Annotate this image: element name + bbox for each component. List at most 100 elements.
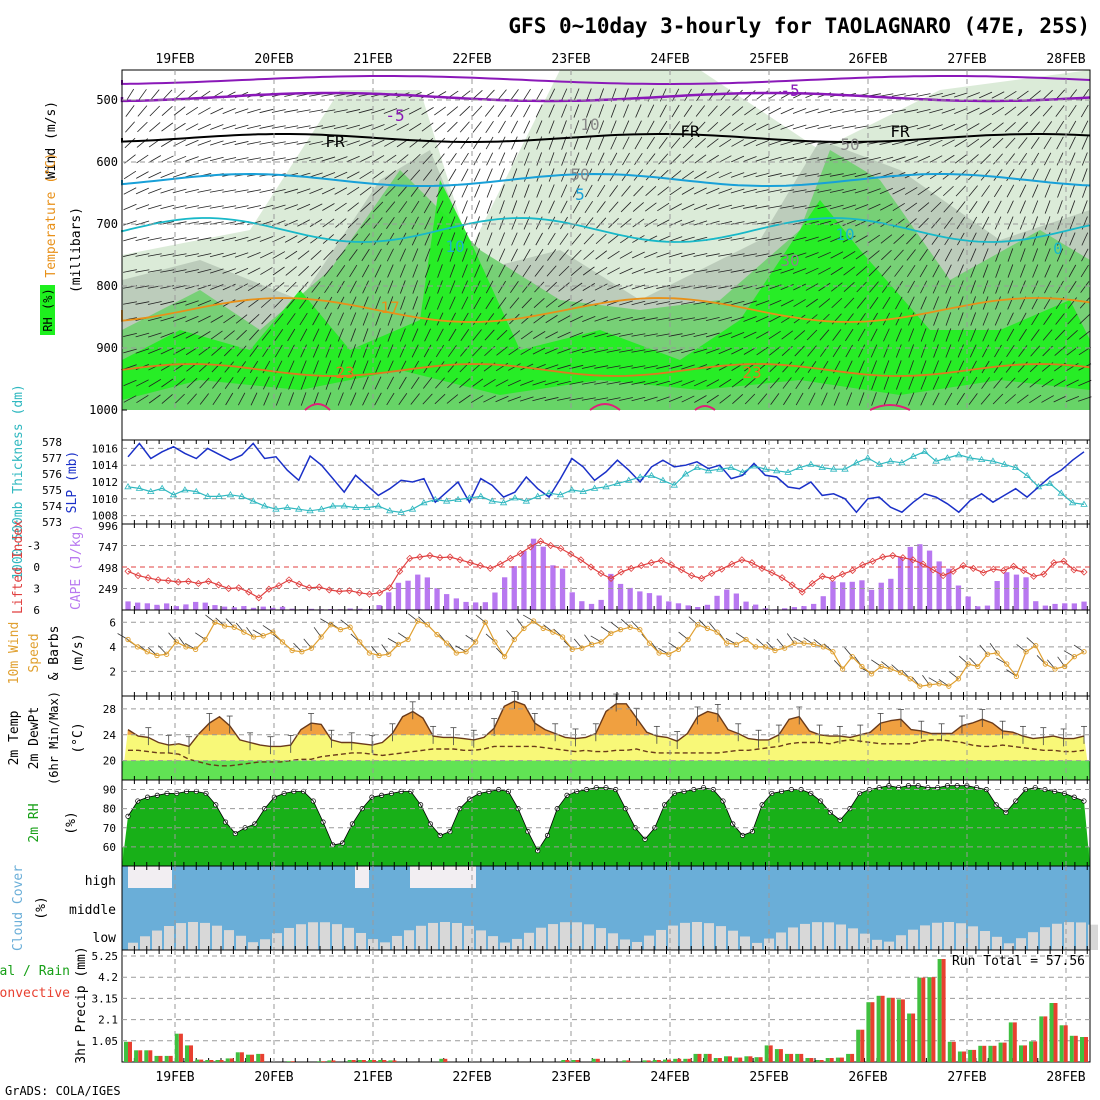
wind-barb <box>386 232 395 246</box>
wind-barb <box>818 282 831 292</box>
wind-barb <box>259 141 274 145</box>
precip-bar-convective <box>189 1045 193 1062</box>
wind-barb <box>123 203 137 211</box>
wind-barb <box>273 282 285 292</box>
wind-barb <box>730 221 745 225</box>
wind-barb <box>321 109 336 113</box>
wind-barb <box>931 217 941 229</box>
wind-barb <box>844 297 855 309</box>
wind-barb <box>681 348 695 354</box>
wind-barb <box>904 156 918 162</box>
wind-barb <box>447 377 458 389</box>
date-label: 20FEB <box>254 52 293 67</box>
wind-barb <box>608 217 619 229</box>
wind-barb <box>173 106 186 116</box>
wind-barb <box>187 393 197 405</box>
wind-barb <box>780 156 795 162</box>
wind-barb <box>608 201 619 213</box>
wind-barb <box>185 237 199 241</box>
precip-bar <box>368 1060 373 1062</box>
li-marker <box>879 553 887 561</box>
wind-barb <box>412 248 419 262</box>
wind-barb <box>510 248 518 262</box>
li-marker <box>174 578 182 586</box>
wind-barb <box>631 284 646 290</box>
wind-barb <box>424 264 431 278</box>
wind-barb <box>693 269 708 273</box>
cape-bar <box>1071 603 1077 610</box>
wind-barb <box>399 248 407 262</box>
cape-bar <box>888 578 894 610</box>
wind-barb <box>867 172 881 178</box>
axis-unit: 3hr Precip (mm) <box>74 946 89 1063</box>
wind-barb <box>1004 394 1016 404</box>
wind-barb <box>833 376 841 390</box>
wind-barb <box>547 249 557 261</box>
precip-bar-convective <box>972 1049 977 1062</box>
wind-barb <box>460 312 469 326</box>
precip-bar-convective <box>829 1058 834 1062</box>
wind-barb <box>582 266 595 276</box>
wind-barb <box>570 299 583 307</box>
wind-barb <box>136 171 149 179</box>
cloud-low <box>884 941 894 950</box>
wind-barb <box>274 313 284 325</box>
wind-barb <box>448 153 457 165</box>
wind-barb <box>980 153 991 165</box>
wind-barb <box>212 392 222 406</box>
cape-bar <box>386 592 392 610</box>
wind-barb <box>581 348 596 354</box>
wind-barb <box>311 281 321 293</box>
cloud-low <box>236 935 246 950</box>
wind-barb <box>1032 200 1039 214</box>
li-marker <box>365 590 374 598</box>
wind-barb <box>436 200 444 214</box>
wind-barb <box>222 268 236 274</box>
cape-bar <box>347 608 353 610</box>
wind-barb <box>730 316 745 322</box>
wind-barb <box>260 298 272 308</box>
wind-barb <box>755 221 770 225</box>
thickness-marker <box>693 463 701 470</box>
wind-barb <box>497 297 507 309</box>
wind-barb <box>658 137 668 149</box>
wind-barb <box>247 108 261 114</box>
wind-barb <box>656 365 671 369</box>
li-marker <box>204 577 213 585</box>
wind-barb <box>970 328 977 342</box>
wind-barb <box>1080 264 1089 278</box>
wind-barb <box>346 171 360 179</box>
wind-marker <box>1004 661 1010 667</box>
wind-barb <box>966 92 980 98</box>
wind-barb <box>944 232 953 246</box>
wind-barb <box>173 331 187 339</box>
wind-barb <box>982 248 989 262</box>
wind-barb <box>495 379 509 387</box>
thickness-marker <box>727 463 735 470</box>
contour-label: 23 <box>335 363 354 382</box>
y-tick-label: 575 <box>42 484 62 497</box>
wind-barb <box>905 218 917 228</box>
wind-marker <box>675 646 682 652</box>
wind-barb <box>147 253 162 257</box>
precip-bar <box>378 1060 383 1062</box>
wind-barb <box>634 120 642 134</box>
cape-bar <box>125 601 131 610</box>
wind-barb <box>1031 168 1039 182</box>
cloud-low <box>1064 922 1074 950</box>
wind-barb <box>1069 152 1076 166</box>
wind-barb <box>161 122 174 132</box>
wind-barb <box>361 264 370 278</box>
li-marker <box>537 537 545 545</box>
cape-bar <box>984 605 991 610</box>
credit-text: GrADS: COLA/IGES <box>5 1084 121 1098</box>
cape-bar <box>511 566 517 610</box>
wind-marker <box>472 639 479 645</box>
y-tick-label: 500 <box>96 93 118 107</box>
wind-barb <box>867 219 881 227</box>
date-label: 23FEB <box>551 1070 590 1085</box>
wind-barb <box>833 392 840 406</box>
wind-barb <box>1044 280 1052 294</box>
wind-barb <box>137 121 148 133</box>
